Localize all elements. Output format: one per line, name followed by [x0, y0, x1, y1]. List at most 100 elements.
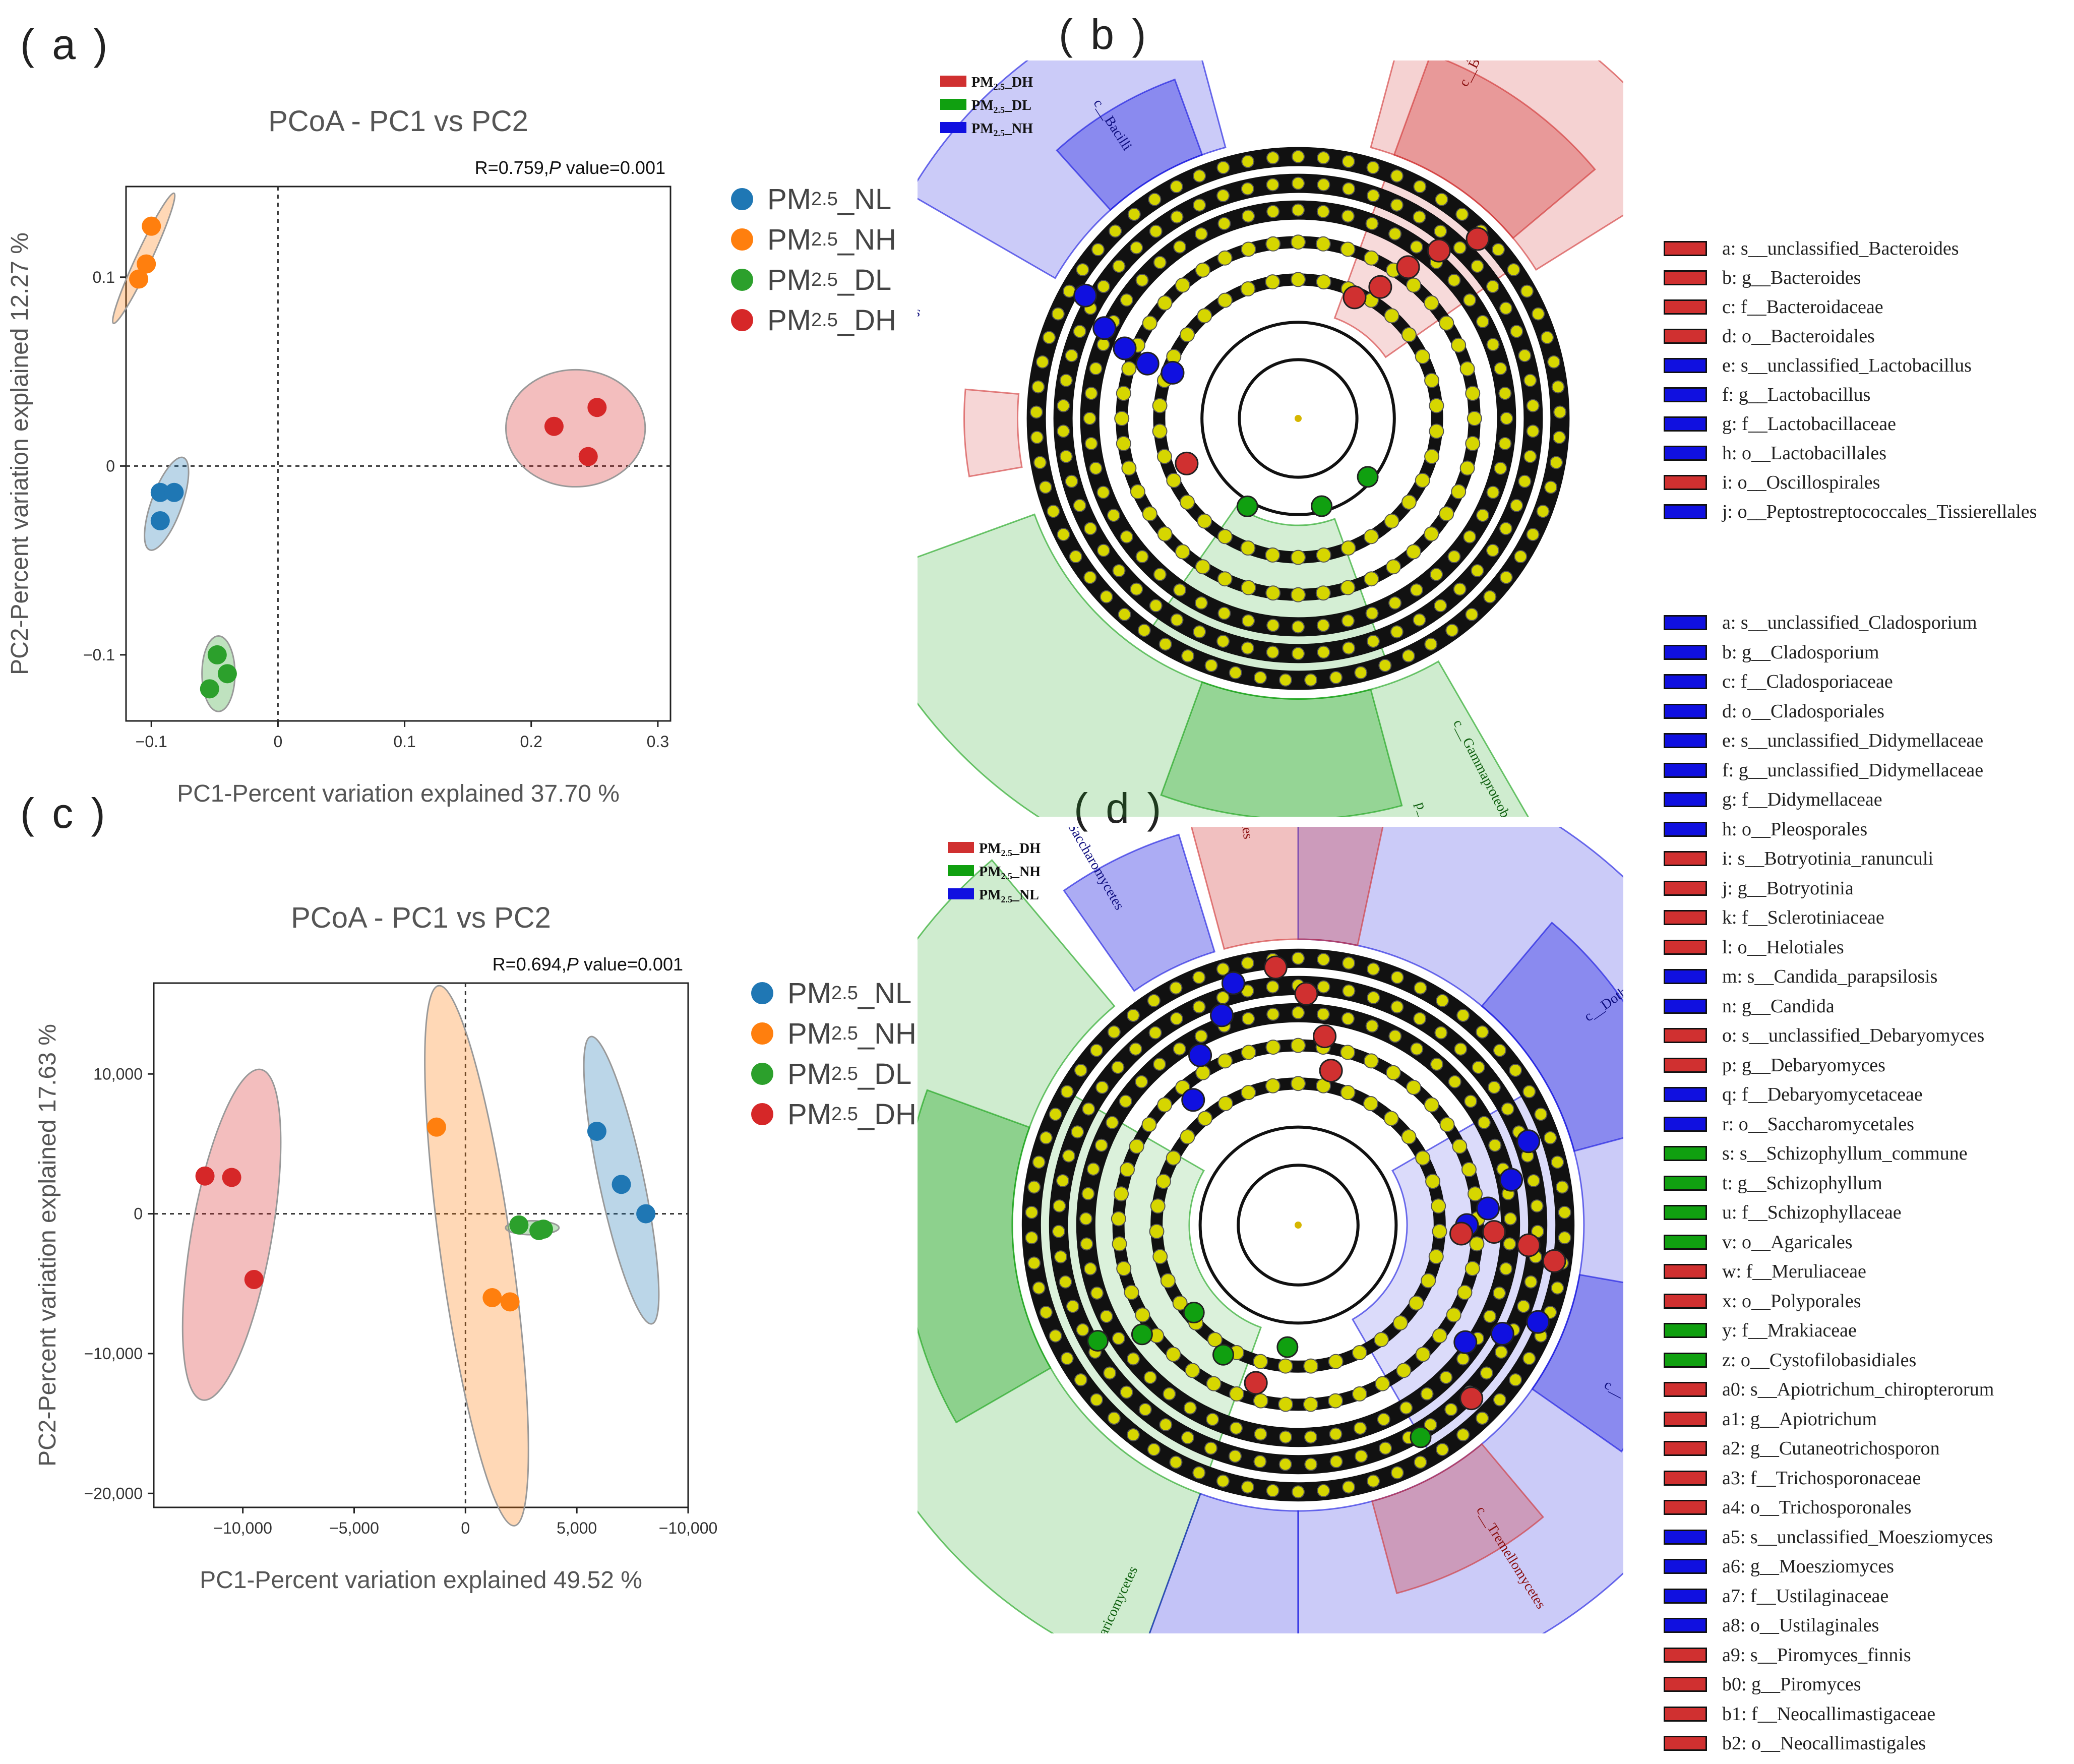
clado-d-node-red	[1244, 1371, 1268, 1395]
clado-b-node	[1494, 362, 1507, 376]
clado-b-node	[1544, 480, 1558, 494]
clado-b-node	[1181, 649, 1195, 663]
clado-b-node	[1083, 412, 1096, 425]
key-swatch	[1664, 329, 1707, 344]
clado-d-node	[1341, 1012, 1355, 1025]
clado-d-legend-pm: PM	[979, 841, 1001, 857]
cladogram-b: p__Bacteroidotac__Bacteroidiac__Bacillip…	[918, 60, 1623, 817]
clado-b-node-blue	[1135, 351, 1160, 376]
clado-b-legend-sub: 2.5	[994, 105, 1005, 115]
key-label: j: g__Botryotinia	[1722, 877, 1854, 899]
clado-b-node	[1463, 530, 1477, 543]
clado-b-sector-firmicutes	[918, 60, 1227, 279]
clado-b-node	[1204, 658, 1218, 672]
clado-b-sector-gamma	[1160, 681, 1403, 817]
clado-d-node-red	[1516, 1233, 1541, 1257]
key-row: d: o__Bacteroidales	[1664, 326, 1875, 347]
clado-b-node	[1304, 673, 1318, 687]
clado-d-node	[1253, 1393, 1268, 1409]
legend-a-dh: PM 2.5 _DH	[731, 300, 896, 340]
clado-b-node	[1384, 308, 1399, 324]
key-row: b1: f__Neocallimastigaceae	[1664, 1704, 1935, 1725]
clado-b-node	[1316, 619, 1330, 632]
key-label: h: o__Lactobacillales	[1722, 443, 1887, 464]
key-swatch	[1664, 1057, 1707, 1073]
clado-d-node	[1056, 1174, 1070, 1187]
clado-d-node	[1216, 1474, 1230, 1488]
clado-d-node-blue	[1499, 1168, 1523, 1192]
key-label: m: s__Candida_parapsilosis	[1722, 966, 1938, 987]
clado-b-node	[1453, 241, 1467, 255]
clado-d-node	[1095, 1080, 1109, 1094]
clado-b-node	[1406, 277, 1422, 293]
clado-b-node	[1084, 437, 1098, 450]
clado-d-node	[1266, 980, 1279, 994]
key-row: c: f__Bacteroidaceae	[1664, 296, 1883, 318]
clado-b-node	[1241, 241, 1256, 257]
clado-d-sector-basid-low	[1148, 1492, 1299, 1633]
clado-d-node	[1503, 1237, 1516, 1251]
key-row: d: o__Cladosporiales	[1664, 701, 1884, 722]
clado-b-node	[1390, 198, 1404, 212]
clado-d-node	[1292, 951, 1305, 965]
clado-d-node	[1126, 1428, 1140, 1441]
clado-b-node	[1193, 198, 1206, 212]
chart-c-ytick-label: −20,000	[84, 1484, 143, 1502]
clado-d-legend-swatch	[948, 888, 974, 899]
clado-d-node-blue	[1181, 1088, 1205, 1112]
key-swatch	[1664, 475, 1707, 490]
clado-d-legend-label: PM2.5_DH	[979, 841, 1041, 858]
key-swatch	[1664, 1677, 1707, 1692]
key-row: h: o__Pleosporales	[1664, 819, 1867, 840]
key-swatch	[1664, 1529, 1707, 1545]
clado-b-node	[1076, 263, 1089, 276]
clado-b-node	[1107, 509, 1120, 522]
clado-b-node	[1342, 182, 1356, 196]
clado-d-node	[1396, 1363, 1412, 1378]
clado-b-node	[1429, 423, 1444, 439]
key-swatch	[1664, 446, 1707, 461]
clado-d-node	[1059, 1275, 1072, 1289]
key-label: f: g__Lactobacillus	[1722, 384, 1871, 405]
key-row: e: s__unclassified_Lactobacillus	[1664, 355, 1972, 376]
key-label: y: f__Mrakiaceae	[1722, 1320, 1857, 1341]
clado-b-node	[1193, 625, 1206, 639]
clado-b-node	[1434, 224, 1447, 238]
clado-b-node	[1216, 189, 1230, 203]
clado-b-node	[1194, 227, 1208, 240]
clado-b-node	[1388, 596, 1402, 610]
legend-a-nh-dot	[731, 228, 753, 251]
clado-b-node	[1498, 387, 1512, 400]
clado-d-node	[1428, 1249, 1444, 1264]
clado-b-node	[1216, 634, 1230, 648]
clado-d-node	[1120, 1385, 1133, 1399]
chart-a-stat-value: value=0.001	[561, 157, 665, 178]
key-swatch	[1664, 1588, 1707, 1604]
clado-d-node	[1112, 1331, 1125, 1345]
chart-a-xtick-label: 0.3	[647, 733, 669, 751]
clado-d-node-red	[1482, 1220, 1506, 1244]
clado-b-node	[1158, 637, 1172, 651]
key-row: j: g__Botryotinia	[1664, 877, 1854, 899]
clado-d-node	[1183, 1401, 1197, 1415]
key-row: a9: s__Piromyces_finnis	[1664, 1645, 1911, 1666]
clado-b-node-red	[1368, 275, 1392, 299]
legend-a-dl-pre: PM	[767, 263, 811, 296]
clado-b-node	[1127, 208, 1141, 221]
clado-b-node	[1526, 399, 1540, 412]
clado-d-node	[1229, 1386, 1245, 1402]
clado-b-node	[1415, 349, 1430, 364]
clado-d-node	[1424, 1418, 1437, 1431]
key-label: k: f__Sclerotiniaceae	[1722, 907, 1884, 928]
clado-b-node	[1153, 256, 1167, 269]
clado-d-node	[1049, 1329, 1062, 1343]
clado-d-node	[1266, 1007, 1280, 1021]
clado-b-node	[1317, 178, 1330, 192]
clado-b-legend-swatch	[940, 99, 966, 110]
clado-d-node	[1383, 1111, 1399, 1126]
clado-b-node	[1424, 637, 1438, 651]
clado-b-node	[1365, 606, 1379, 620]
clado-d-node	[1149, 1224, 1165, 1239]
clado-d-node	[1522, 1352, 1536, 1365]
key-row: p: g__Debaryomyces	[1664, 1055, 1885, 1076]
